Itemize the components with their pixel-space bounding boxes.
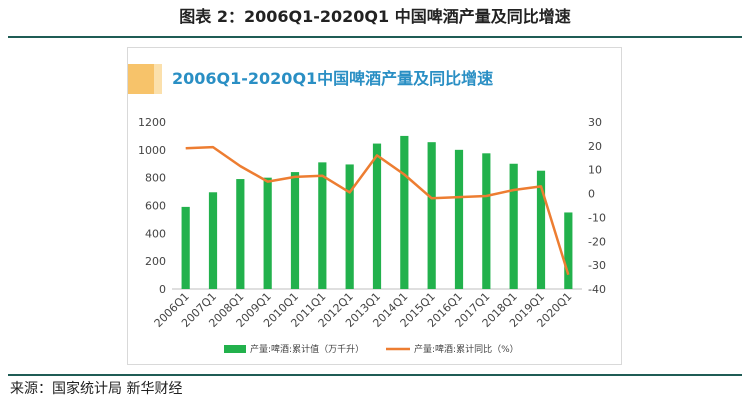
- bar: [427, 142, 436, 289]
- y-left-tick-label: 400: [145, 227, 166, 240]
- legend-bar-label: 产量:啤酒:累计值（万千升）: [250, 343, 364, 355]
- bar: [536, 170, 546, 289]
- bar: [400, 135, 409, 289]
- title-accent-shadow: [154, 64, 162, 94]
- y-right-tick-label: 30: [588, 116, 602, 129]
- y-left-tick-label: 0: [159, 283, 166, 296]
- bar: [290, 172, 300, 289]
- bar: [454, 149, 464, 289]
- bar: [509, 163, 518, 289]
- y-right-tick-label: 10: [588, 164, 602, 177]
- source-note: 来源：国家统计局 新华财经: [10, 381, 183, 397]
- bar: [345, 164, 354, 289]
- y-right-tick-label: 20: [588, 140, 602, 153]
- bar: [181, 206, 190, 289]
- bar: [482, 153, 491, 289]
- chart-card: 2006Q1-2020Q1中国啤酒产量及同比增速 0 200 400 600 800 10…: [127, 47, 622, 365]
- y-left-tick-label: 600: [145, 200, 166, 213]
- bottom-rule: [8, 374, 742, 376]
- y-right-tick-label: -40: [588, 283, 606, 296]
- bar: [208, 192, 218, 289]
- y-left-tick-label: 1000: [138, 144, 166, 157]
- title-accent-block: [128, 64, 154, 94]
- legend-bar-swatch: [224, 345, 246, 353]
- y-right-tick-label: 0: [588, 188, 595, 201]
- bar: [564, 212, 573, 289]
- y-left-tick-label: 800: [145, 172, 166, 185]
- y-left-tick-label: 200: [145, 255, 166, 268]
- y-left-tick-label: 1200: [138, 116, 166, 129]
- chart-svg: 0 200 400 600 800 1000 1200 -40 -30 -20 -10 0 10 20 30…: [138, 116, 606, 355]
- top-rule: [8, 36, 742, 38]
- figure-title: 图表 2：2006Q1-2020Q1 中国啤酒产量及同比增速: [179, 7, 571, 26]
- y-right-tick-label: -10: [588, 211, 606, 224]
- y-right-tick-label: -30: [588, 259, 606, 272]
- chart-title: 2006Q1-2020Q1中国啤酒产量及同比增速: [172, 69, 494, 88]
- y-right-tick-label: -20: [588, 235, 606, 248]
- bar: [236, 179, 245, 289]
- legend-line-label: 产量:啤酒:累计同比（%）: [414, 343, 519, 355]
- bar: [372, 143, 382, 289]
- bar: [318, 162, 327, 289]
- bar: [263, 177, 272, 289]
